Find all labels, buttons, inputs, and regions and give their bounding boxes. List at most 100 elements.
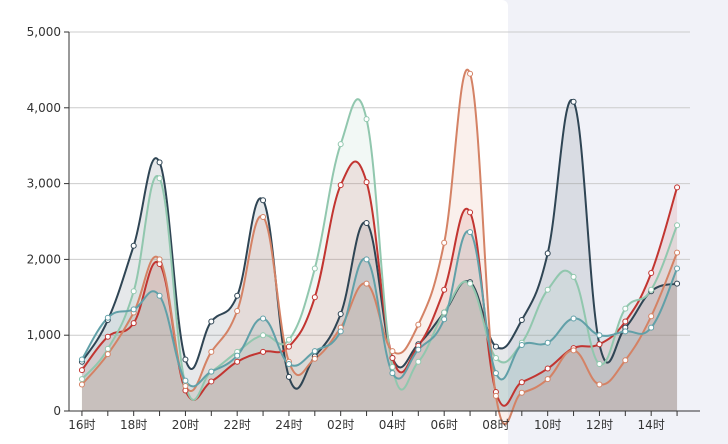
data-point[interactable] <box>518 389 525 396</box>
data-point[interactable] <box>285 336 292 343</box>
data-point[interactable] <box>156 292 163 299</box>
data-point[interactable] <box>182 356 189 363</box>
data-point[interactable] <box>78 356 85 363</box>
data-point[interactable] <box>518 317 525 324</box>
data-point[interactable] <box>363 116 370 123</box>
data-point[interactable] <box>570 347 577 354</box>
data-point[interactable] <box>234 307 241 314</box>
data-point[interactable] <box>104 351 111 358</box>
data-point[interactable] <box>260 315 267 322</box>
data-point[interactable] <box>492 354 499 361</box>
data-point[interactable] <box>518 342 525 349</box>
data-point[interactable] <box>467 229 474 236</box>
data-point[interactable] <box>78 381 85 388</box>
data-point[interactable] <box>337 310 344 317</box>
data-point[interactable] <box>130 288 137 295</box>
data-point[interactable] <box>363 256 370 263</box>
data-point[interactable] <box>130 320 137 327</box>
data-point[interactable] <box>596 381 603 388</box>
data-point[interactable] <box>389 370 396 377</box>
data-point[interactable] <box>622 328 629 335</box>
data-point[interactable] <box>467 209 474 216</box>
data-point[interactable] <box>363 280 370 287</box>
data-point[interactable] <box>104 333 111 340</box>
data-point[interactable] <box>648 313 655 320</box>
y-tick-label: 3,000 <box>27 177 61 191</box>
data-point[interactable] <box>570 273 577 280</box>
data-point[interactable] <box>78 376 85 383</box>
data-point[interactable] <box>260 197 267 204</box>
data-point[interactable] <box>389 364 396 371</box>
data-point[interactable] <box>234 358 241 365</box>
data-point[interactable] <box>234 352 241 359</box>
data-point[interactable] <box>648 270 655 277</box>
data-point[interactable] <box>260 332 267 339</box>
data-point[interactable] <box>260 213 267 220</box>
data-point[interactable] <box>596 341 603 348</box>
data-point[interactable] <box>130 242 137 249</box>
data-point[interactable] <box>208 348 215 355</box>
data-point[interactable] <box>674 222 681 229</box>
data-point[interactable] <box>285 361 292 368</box>
data-point[interactable] <box>544 376 551 383</box>
data-point[interactable] <box>415 321 422 328</box>
data-point[interactable] <box>596 332 603 339</box>
data-point[interactable] <box>208 368 215 375</box>
data-point[interactable] <box>570 98 577 105</box>
data-point[interactable] <box>311 348 318 355</box>
data-point[interactable] <box>622 305 629 312</box>
data-point[interactable] <box>182 382 189 389</box>
data-point[interactable] <box>234 292 241 299</box>
data-point[interactable] <box>467 280 474 287</box>
data-point[interactable] <box>544 250 551 257</box>
data-point[interactable] <box>492 370 499 377</box>
data-point[interactable] <box>674 184 681 191</box>
data-point[interactable] <box>311 265 318 272</box>
data-point[interactable] <box>78 367 85 374</box>
data-point[interactable] <box>622 318 629 325</box>
data-point[interactable] <box>104 345 111 352</box>
data-point[interactable] <box>311 355 318 362</box>
data-point[interactable] <box>208 318 215 325</box>
data-point[interactable] <box>156 159 163 166</box>
data-point[interactable] <box>363 220 370 227</box>
data-point[interactable] <box>285 373 292 380</box>
data-point[interactable] <box>260 348 267 355</box>
data-point[interactable] <box>182 377 189 384</box>
data-point[interactable] <box>674 265 681 272</box>
data-point[interactable] <box>415 346 422 353</box>
data-point[interactable] <box>311 294 318 301</box>
data-point[interactable] <box>441 286 448 293</box>
data-point[interactable] <box>363 179 370 186</box>
data-point[interactable] <box>389 348 396 355</box>
data-point[interactable] <box>208 378 215 385</box>
data-point[interactable] <box>337 182 344 189</box>
data-point[interactable] <box>674 280 681 287</box>
data-point[interactable] <box>544 365 551 372</box>
data-point[interactable] <box>389 354 396 361</box>
data-point[interactable] <box>285 343 292 350</box>
data-point[interactable] <box>441 239 448 246</box>
data-point[interactable] <box>337 141 344 148</box>
data-point[interactable] <box>648 324 655 331</box>
data-point[interactable] <box>104 314 111 321</box>
data-point[interactable] <box>596 361 603 368</box>
data-point[interactable] <box>467 70 474 77</box>
data-point[interactable] <box>492 392 499 399</box>
data-point[interactable] <box>622 357 629 364</box>
data-point[interactable] <box>415 358 422 365</box>
data-point[interactable] <box>648 286 655 293</box>
data-point[interactable] <box>156 175 163 182</box>
data-point[interactable] <box>518 379 525 386</box>
data-point[interactable] <box>130 306 137 313</box>
data-point[interactable] <box>337 328 344 335</box>
data-point[interactable] <box>570 315 577 322</box>
data-point[interactable] <box>544 339 551 346</box>
data-point[interactable] <box>156 256 163 263</box>
data-point[interactable] <box>441 316 448 323</box>
data-point[interactable] <box>674 249 681 256</box>
data-point[interactable] <box>441 309 448 316</box>
x-tick-label: 02时 <box>327 418 354 432</box>
data-point[interactable] <box>492 343 499 350</box>
data-point[interactable] <box>544 286 551 293</box>
